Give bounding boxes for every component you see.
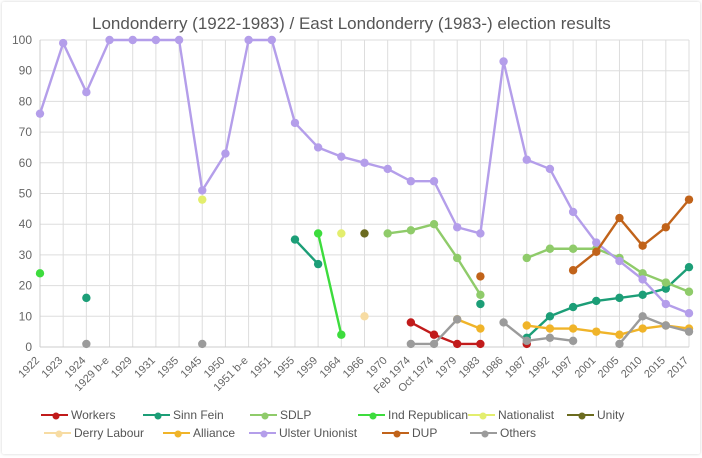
svg-text:1935: 1935 bbox=[155, 355, 181, 381]
svg-text:1922: 1922 bbox=[16, 355, 42, 381]
svg-text:10: 10 bbox=[19, 309, 33, 323]
svg-text:1929: 1929 bbox=[109, 355, 135, 381]
svg-text:1983: 1983 bbox=[457, 355, 483, 381]
svg-text:90: 90 bbox=[19, 64, 33, 78]
svg-text:2017: 2017 bbox=[665, 355, 691, 381]
svg-text:30: 30 bbox=[19, 248, 33, 262]
svg-text:1923: 1923 bbox=[40, 355, 66, 381]
svg-text:60: 60 bbox=[19, 156, 33, 170]
svg-text:2015: 2015 bbox=[642, 355, 668, 381]
svg-text:1997: 1997 bbox=[549, 355, 575, 381]
svg-text:50: 50 bbox=[19, 187, 33, 201]
svg-text:1945: 1945 bbox=[179, 355, 205, 381]
svg-text:2001: 2001 bbox=[573, 355, 599, 381]
svg-text:1979: 1979 bbox=[434, 355, 460, 381]
svg-text:0: 0 bbox=[25, 340, 32, 354]
svg-text:80: 80 bbox=[19, 94, 33, 108]
svg-text:1992: 1992 bbox=[526, 355, 552, 381]
svg-text:40: 40 bbox=[19, 217, 33, 231]
svg-text:1964: 1964 bbox=[318, 355, 344, 381]
svg-text:1931: 1931 bbox=[132, 355, 158, 381]
svg-text:20: 20 bbox=[19, 279, 33, 293]
svg-text:2005: 2005 bbox=[596, 355, 622, 381]
svg-text:2010: 2010 bbox=[619, 355, 645, 381]
svg-text:1986: 1986 bbox=[480, 355, 506, 381]
svg-text:1951: 1951 bbox=[248, 355, 274, 381]
svg-text:1959: 1959 bbox=[294, 355, 320, 381]
svg-text:1955: 1955 bbox=[271, 355, 297, 381]
svg-text:70: 70 bbox=[19, 125, 33, 139]
svg-text:100: 100 bbox=[12, 33, 32, 47]
svg-text:1966: 1966 bbox=[341, 355, 367, 381]
svg-text:1987: 1987 bbox=[503, 355, 529, 381]
